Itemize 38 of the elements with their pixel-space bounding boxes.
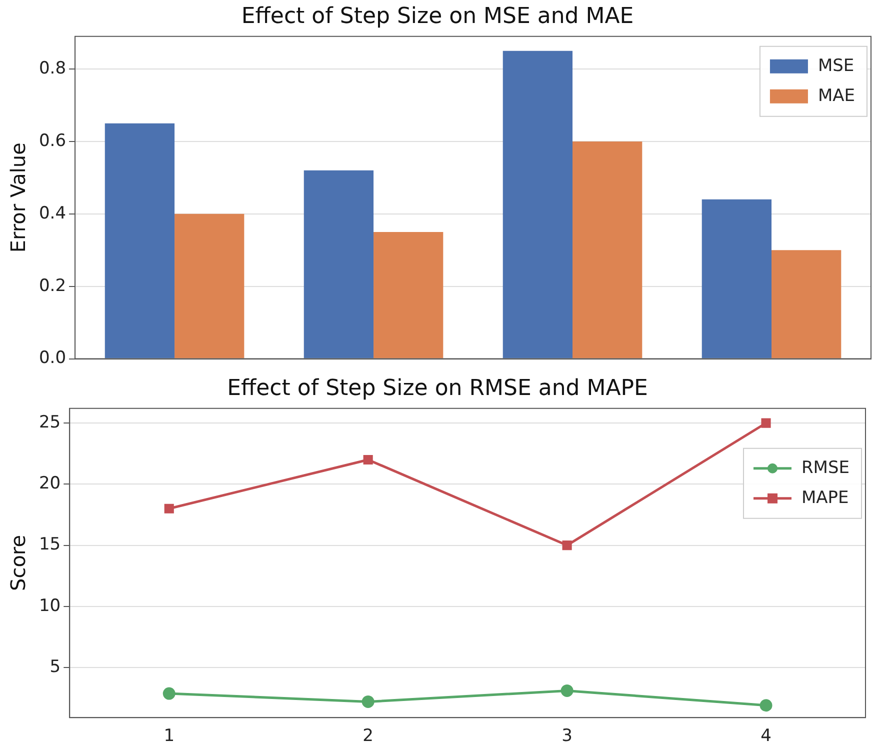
bar (502, 50, 573, 358)
point (164, 504, 174, 514)
x-tick-label: 3 (562, 726, 572, 746)
bar (304, 170, 374, 358)
bar (104, 123, 175, 358)
y-tick-label: 0.8 (38, 58, 66, 78)
chart-title: Effect of Step Size on MSE and MAE (241, 4, 634, 29)
y-tick-label: 10 (38, 596, 61, 616)
legend-label: MAPE (801, 488, 849, 508)
y-tick-label: 0.4 (38, 203, 66, 224)
x-tick-label: 4 (760, 726, 772, 746)
y-tick-label: 0.2 (38, 276, 66, 296)
point (560, 684, 574, 697)
bar (572, 141, 642, 358)
point (761, 418, 771, 428)
bar (174, 214, 244, 358)
y-tick-label: 5 (50, 656, 61, 677)
y-axis-title: Error Value (6, 142, 30, 253)
bar (772, 250, 842, 358)
point (562, 540, 572, 550)
bar (374, 232, 444, 358)
bar (702, 199, 772, 358)
point (760, 699, 772, 712)
x-tick-label: 1 (164, 726, 175, 746)
y-tick-label: 15 (38, 534, 61, 555)
y-tick-label: 0.6 (38, 130, 66, 151)
legend-label: RMSE (801, 458, 850, 478)
y-tick-label: 25 (38, 412, 61, 432)
legend-label: MSE (818, 56, 854, 76)
point (162, 687, 176, 700)
point (363, 454, 373, 465)
y-tick-label: 0.0 (38, 348, 66, 368)
y-tick-label: 20 (38, 474, 61, 494)
chart-title: Effect of Step Size on RMSE and MAPE (227, 376, 648, 401)
point (362, 695, 374, 708)
x-tick-label: 2 (362, 726, 374, 746)
legend-label: MAE (818, 86, 856, 106)
y-axis-title: Score (6, 534, 30, 592)
